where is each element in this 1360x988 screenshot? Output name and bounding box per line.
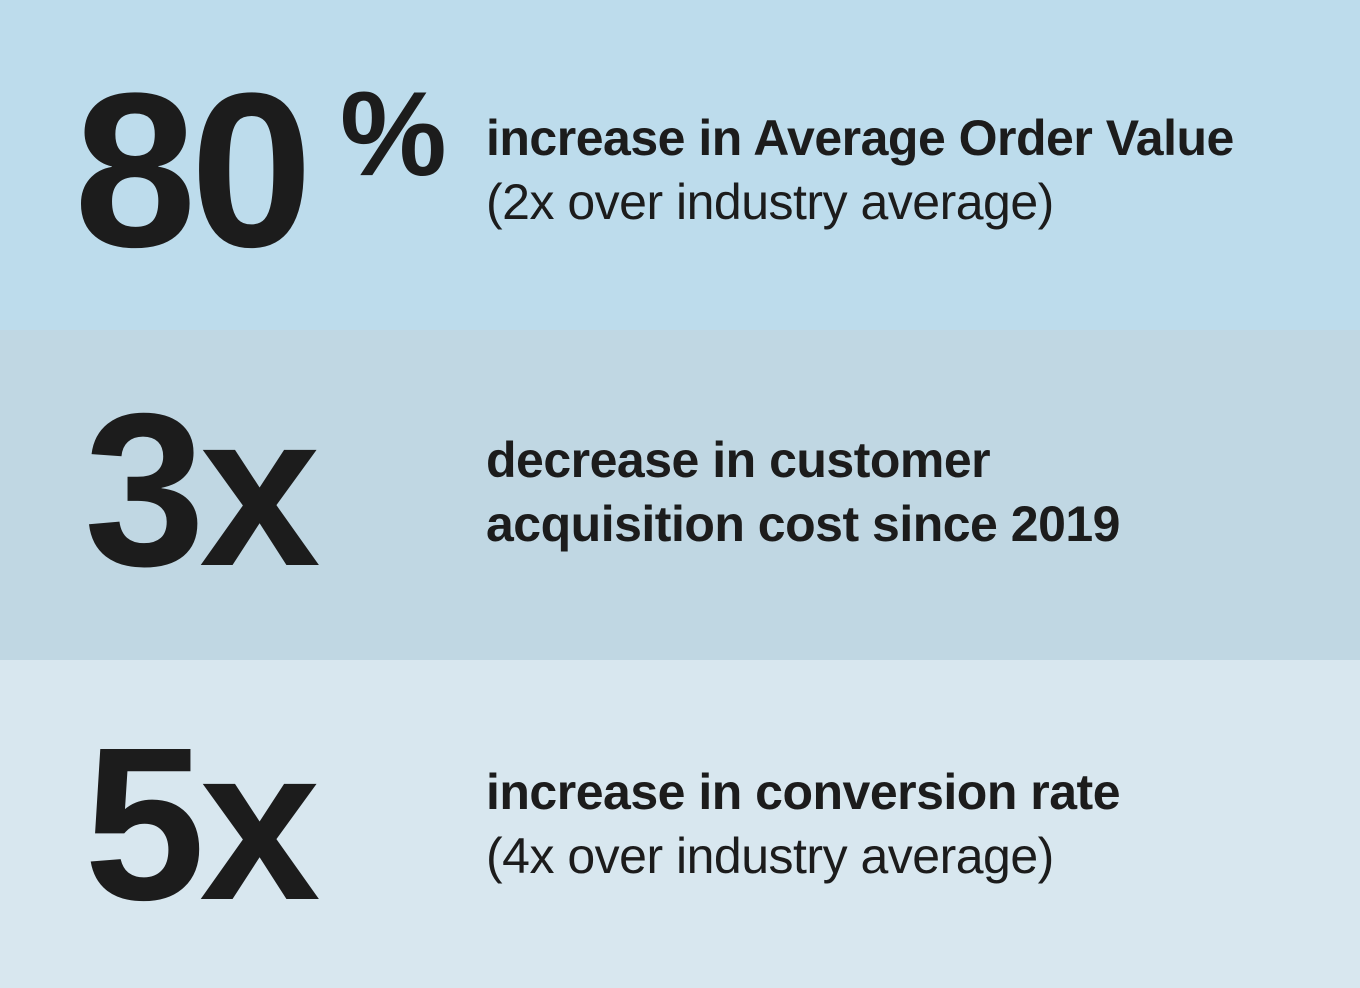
stat-value-conversion: 5x: [84, 703, 320, 946]
stat-headline-conversion: increase in conversion rate: [486, 764, 1121, 820]
stat-note-aov: (2x over industry average): [486, 174, 1054, 230]
stat-percent-sign: %: [340, 67, 447, 201]
stat-headline-aov: increase in Average Order Value: [486, 110, 1234, 166]
stat-description-aov: increase in Average Order Value (2x over…: [486, 106, 1234, 234]
stat-headline-cac-line1: decrease in customer: [486, 432, 991, 488]
stat-description-conversion: increase in conversion rate (4x over ind…: [486, 760, 1121, 888]
stat-note-conversion: (4x over industry average): [486, 828, 1054, 884]
stat-value-cac: 3x: [84, 369, 320, 612]
stat-panel-conversion: 5x increase in conversion rate (4x over …: [0, 660, 1360, 988]
stat-value-aov: 80: [74, 47, 313, 293]
stat-panel-cac: 3x decrease in customer acquisition cost…: [0, 330, 1360, 660]
stat-panel-aov: 80 % increase in Average Order Value (2x…: [0, 0, 1360, 330]
stat-description-cac: decrease in customer acquisition cost si…: [486, 428, 1121, 556]
stat-headline-cac-line2: acquisition cost since 2019: [486, 496, 1121, 552]
